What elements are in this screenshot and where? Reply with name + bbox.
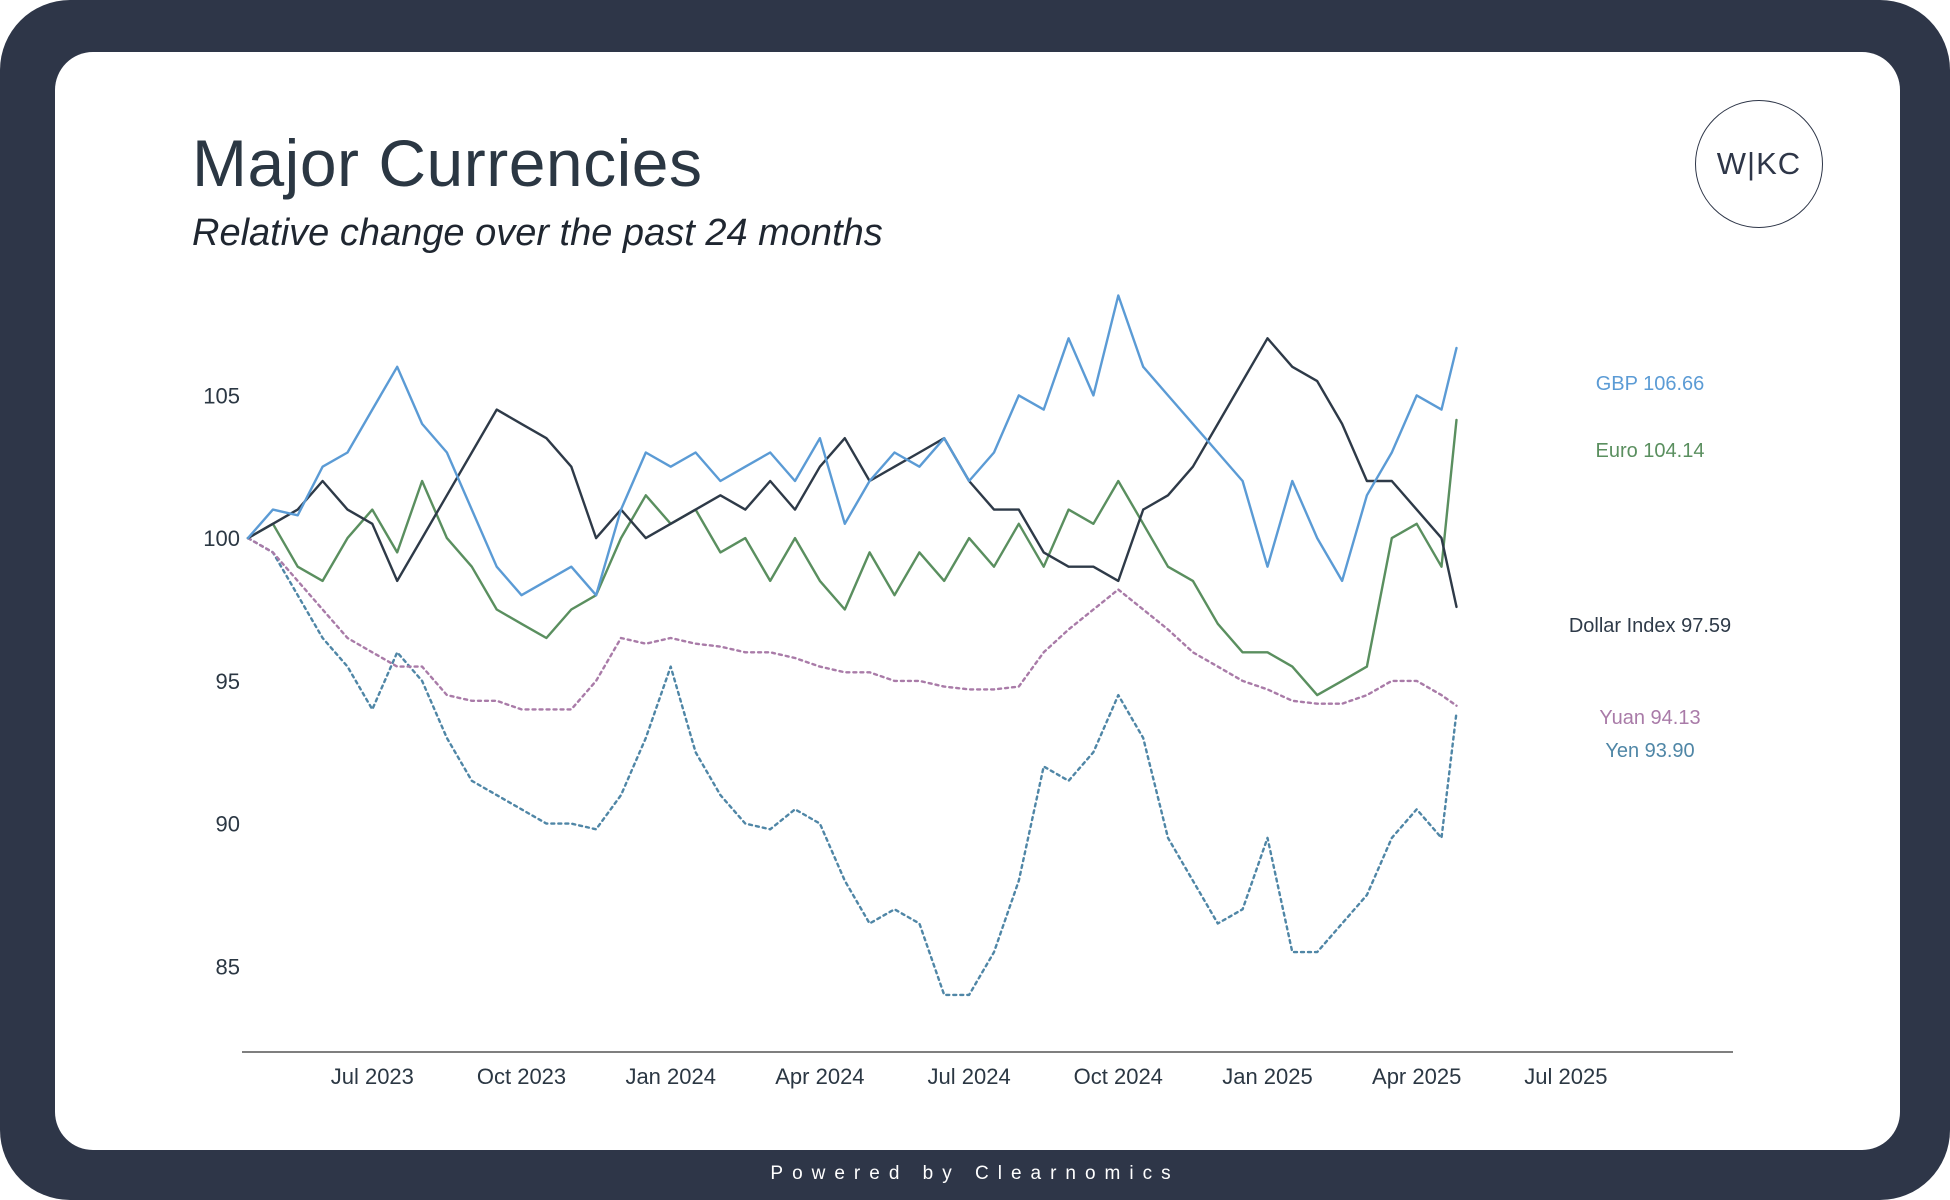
y-tick-label: 85 — [216, 954, 240, 979]
series-line-dollar-index — [246, 337, 1458, 609]
x-tick-label: Jul 2025 — [1524, 1064, 1607, 1089]
series-line-euro — [246, 418, 1458, 697]
end-label-yuan: Yuan 94.13 — [1599, 707, 1700, 729]
series-line-yen — [246, 536, 1458, 997]
x-tick-label: Oct 2023 — [477, 1064, 566, 1089]
x-tick-label: Jan 2025 — [1222, 1064, 1313, 1089]
x-tick-label: Jan 2024 — [625, 1064, 716, 1089]
x-tick-label: Jul 2024 — [928, 1064, 1011, 1089]
series-end-labels: GBP 106.66 Euro 104.14 Dollar Index 97.59 Y… — [1569, 373, 1731, 762]
brand-logo: W|KC — [1695, 100, 1823, 228]
end-label-dollar-index: Dollar Index 97.59 — [1569, 615, 1731, 637]
footer-powered-by: Powered by Clearnomics — [770, 1163, 1180, 1184]
y-tick-label: 100 — [203, 526, 240, 551]
page-title: Major Currencies — [192, 126, 703, 200]
series-line-yuan — [246, 536, 1458, 711]
y-tick-label: 95 — [216, 669, 240, 694]
chart-card — [55, 52, 1900, 1150]
x-tick-label: Apr 2025 — [1372, 1064, 1461, 1089]
end-label-euro: Euro 104.14 — [1596, 440, 1705, 462]
x-tick-label: Jul 2023 — [331, 1064, 414, 1089]
y-axis: 105 100 95 90 85 — [203, 383, 240, 979]
series-line-gbp — [246, 294, 1458, 597]
series-lines — [246, 294, 1458, 997]
y-tick-label: 90 — [216, 812, 240, 837]
y-tick-label: 105 — [203, 383, 240, 408]
x-tick-label: Apr 2024 — [775, 1064, 864, 1089]
end-label-gbp: GBP 106.66 — [1596, 373, 1705, 395]
end-label-yen: Yen 93.90 — [1605, 740, 1694, 762]
page-subtitle: Relative change over the past 24 months — [192, 212, 883, 254]
x-tick-label: Oct 2024 — [1074, 1064, 1163, 1089]
x-axis: Jul 2023 Oct 2023 Jan 2024 Apr 2024 Jul 2024… — [242, 1051, 1733, 1089]
brand-logo-text: W|KC — [1716, 146, 1802, 181]
